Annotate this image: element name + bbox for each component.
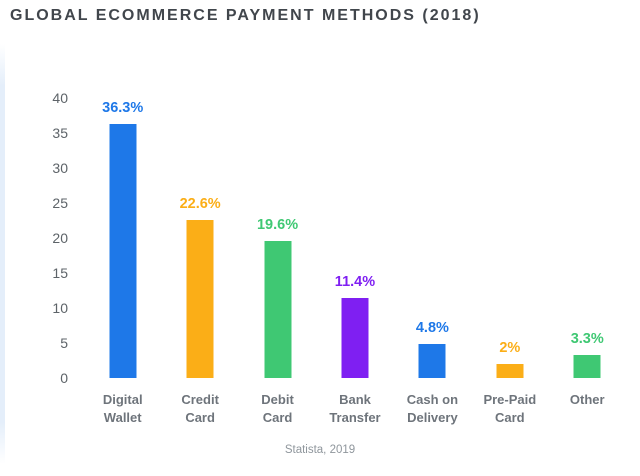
bar-value-label: 2% — [499, 340, 521, 356]
y-tick-label: 10 — [52, 300, 68, 316]
bar — [264, 240, 292, 378]
x-category-label: Cash on Delivery — [406, 392, 459, 425]
y-axis: 40 35 30 25 20 15 10 5 0 — [28, 90, 68, 386]
source-caption: Statista, 2019 — [284, 444, 356, 456]
bar — [186, 219, 214, 378]
y-tick-label: 0 — [60, 370, 68, 386]
y-tick-label: 35 — [52, 125, 68, 141]
bar-column: 2% — [471, 98, 548, 378]
bar-column: 36.3% — [84, 98, 161, 378]
y-tick-label: 25 — [52, 195, 68, 211]
bar-column: 19.6% — [239, 98, 316, 378]
x-category-label: Digital Wallet — [102, 392, 143, 425]
bar-value-label: 3.3% — [570, 330, 604, 347]
plot-area: 36.3% 22.6% 19.6% 11.4% 4.8% 2% 3.3% — [84, 98, 626, 378]
x-category-label: Debit Card — [261, 392, 294, 425]
bar-value-label: 11.4% — [334, 274, 376, 291]
chart-title: GLOBAL ECOMMERCE PAYMENT METHODS (2018) — [10, 7, 481, 24]
left-edge-strip — [0, 44, 5, 464]
bar-column: 11.4% — [316, 98, 393, 378]
bar — [496, 364, 524, 378]
y-tick-label: 15 — [52, 265, 68, 281]
y-tick-label: 5 — [60, 335, 68, 351]
bar — [418, 344, 446, 378]
bar-column: 4.8% — [394, 98, 471, 378]
x-category-label: Pre-Paid Card — [483, 392, 537, 425]
y-tick-label: 20 — [52, 230, 68, 246]
y-tick-label: 30 — [52, 160, 68, 176]
y-tick-label: 40 — [52, 90, 68, 106]
bar — [341, 298, 369, 378]
bar-value-label: 36.3% — [102, 99, 144, 116]
x-category-label: Bank Transfer — [329, 392, 381, 425]
bar-value-label: 19.6% — [256, 216, 299, 233]
x-category-label: Credit Card — [181, 392, 219, 425]
x-axis: Digital Wallet Credit Card Debit Card Bank Tran… — [84, 391, 626, 427]
bar-value-label: 4.8% — [415, 320, 449, 337]
bar-column: 22.6% — [161, 98, 238, 378]
bar-column: 3.3% — [549, 98, 626, 378]
bar — [573, 354, 601, 378]
x-category-label: Other — [569, 392, 605, 407]
bar-value-label: 22.6% — [179, 195, 221, 212]
bar — [109, 123, 137, 378]
